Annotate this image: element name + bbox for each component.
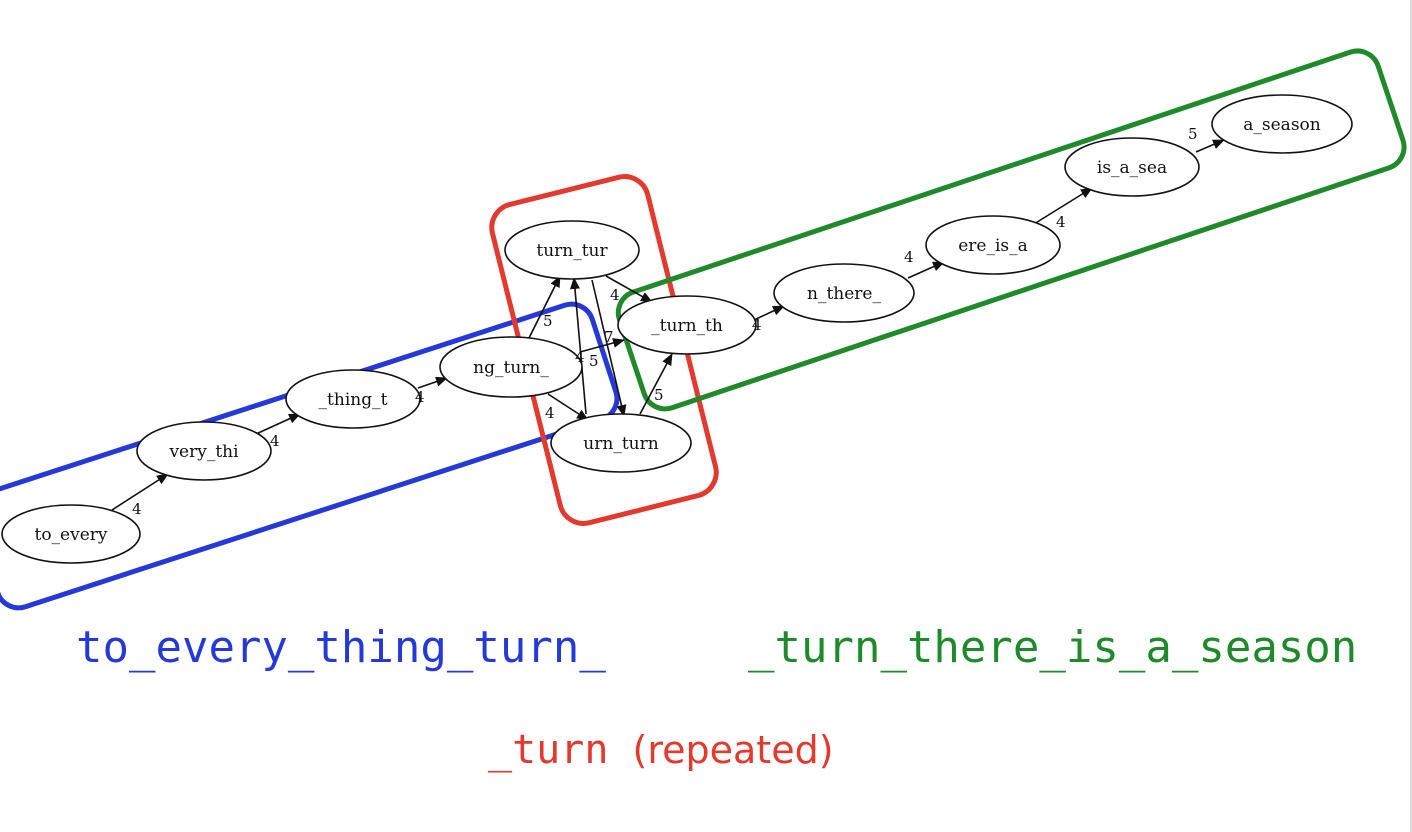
node-label-ere_is_a: ere_is_a [958,236,1028,256]
edge-turn_tur-turn_turn [591,279,627,417]
edge-label-ere_is_a-is_a_sea: 4 [1056,213,1066,231]
node-thing_t [285,369,421,429]
red-phrase-text: _turn [488,727,609,773]
node-label-ng_turn: ng_turn_ [473,358,549,378]
node-to_every [1,504,141,564]
edge-turn_turn-turn_tur [569,277,587,415]
edge-turn_tur-turn_th [605,275,653,303]
edge-label-very_thi-thing_t: 4 [270,432,280,450]
edge-ere_is_a-is_a_sea [1033,187,1093,225]
edge-ng_turn-turn_tur [527,275,561,341]
node-is_a_sea [1064,137,1200,197]
edge-ng_turn-turn_turn [547,393,589,421]
node-label-thing_t: _thing_t [319,390,388,410]
edge-label-to_every-very_thi: 4 [132,500,142,518]
edge-is_a_sea-a_season [1195,139,1225,153]
edge-label-n_there-ere_is_a: 4 [904,248,914,266]
node-label-turn_tur: turn_tur [536,241,608,261]
edge-very_thi-thing_t [255,413,301,435]
node-turn_turn [550,413,692,473]
green-phrase-caption: _turn_there_is_a_season [748,622,1358,673]
node-label-turn_turn: urn_turn [583,434,658,454]
edge-label-turn_turn-turn_th: 5 [654,386,664,404]
node-label-turn_th: _turn_th [651,316,723,336]
node-label-to_every: to_every [34,525,107,545]
edge-label-turn_tur-turn_th: 4 [610,286,620,304]
node-ere_is_a [925,215,1061,275]
green-group-box [615,48,1407,412]
edge-n_there-ere_is_a [907,261,945,279]
edge-to_every-very_thi [111,473,169,511]
edge-label-ng_turn-turn_turn: 4 [545,404,555,422]
node-label-n_there: n_there_ [807,284,881,304]
edge-label-turn_th-n_there: 4 [752,316,762,334]
node-turn_tur [504,220,640,280]
node-label-is_a_sea: is_a_sea [1097,158,1167,178]
edge-label-ng_turn-turn_th: 4 [575,348,585,366]
edge-ng_turn-turn_th [579,338,625,353]
edge-thing_t-ng_turn [417,376,448,389]
red-phrase-note: (repeated) [632,728,834,772]
node-n_there [773,263,915,323]
edge-label-turn_tur-turn_turn: 7 [604,328,614,346]
edge-label-thing_t-ng_turn: 4 [415,388,425,406]
right-border-line [1410,0,1412,832]
edge-label-ng_turn-turn_tur: 5 [543,312,553,330]
node-label-a_season: a_season [1243,115,1321,135]
node-a_season [1211,94,1353,154]
edge-label-is_a_sea-a_season: 5 [1188,125,1198,143]
blue-phrase-caption: to_every_thing_turn_ [76,622,606,673]
node-ng_turn [439,336,583,398]
blue-group-box [0,301,620,611]
node-turn_th [617,295,757,355]
edge-turn_turn-turn_th [639,353,673,415]
edge-label-turn_turn-turn_tur: 5 [589,352,599,370]
red-phrase-caption: _turn (repeated) [488,730,834,770]
edge-turn_th-n_there [753,305,785,321]
node-label-very_thi: very_thi [168,442,239,462]
node-very_thi [136,421,272,481]
